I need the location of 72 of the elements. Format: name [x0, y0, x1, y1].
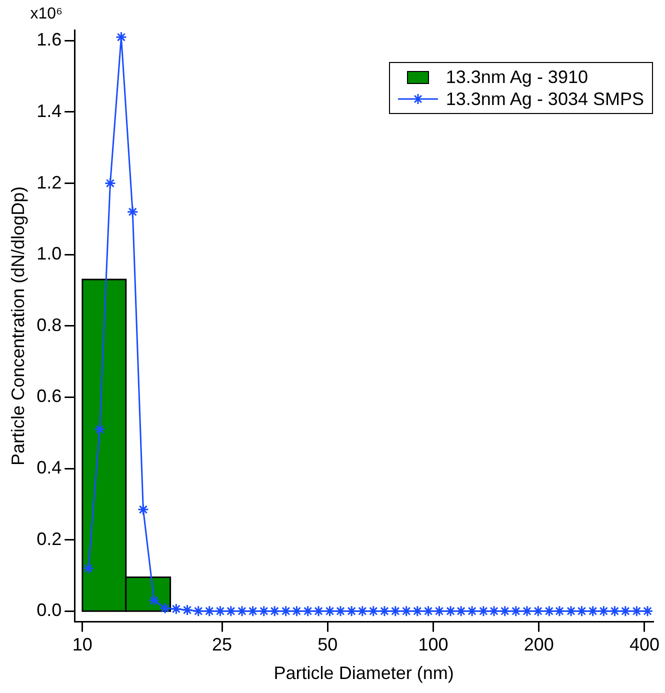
- point: [444, 605, 456, 617]
- legend-label: 13.3nm Ag - 3910: [446, 66, 588, 88]
- x-tick-label: 100: [418, 634, 448, 655]
- y-tick-label: 0.0: [36, 600, 62, 620]
- point: [192, 605, 204, 617]
- x-tick-label: 50: [318, 634, 338, 655]
- point: [204, 605, 216, 617]
- y-tick-label: 0.4: [36, 457, 62, 478]
- point: [630, 605, 642, 617]
- point: [137, 504, 149, 516]
- point: [214, 605, 226, 617]
- point: [94, 424, 106, 436]
- y-tick-label: 1.0: [36, 244, 62, 264]
- point: [182, 604, 194, 616]
- point: [543, 605, 555, 617]
- y-axis-title: Particle Concentration (dN/dlogDp): [8, 186, 28, 466]
- point: [290, 605, 302, 617]
- text: x10⁶: [30, 5, 63, 22]
- point: [608, 605, 620, 617]
- y-tick-label: 1.2: [36, 172, 62, 192]
- x-tick-label: 400: [629, 634, 660, 655]
- point: [400, 605, 412, 617]
- point: [104, 178, 116, 190]
- point: [268, 605, 280, 617]
- point: [565, 605, 577, 617]
- point: [258, 605, 270, 617]
- point: [390, 605, 402, 617]
- point: [126, 206, 138, 218]
- point: [521, 605, 533, 617]
- point: [554, 605, 566, 617]
- point: [466, 605, 478, 617]
- x-tick-label: 10: [72, 634, 92, 655]
- point: [170, 603, 182, 615]
- x-axis-title: Particle Diameter (nm): [274, 663, 454, 684]
- point: [247, 605, 259, 617]
- point: [642, 605, 653, 617]
- point: [532, 605, 544, 617]
- point: [478, 605, 490, 617]
- point: [499, 605, 511, 617]
- point: [510, 605, 522, 617]
- point: [312, 605, 324, 617]
- y-tick-label: 0.6: [36, 386, 62, 406]
- point: [159, 602, 171, 614]
- point: [598, 605, 610, 617]
- point: [455, 605, 467, 617]
- point: [488, 605, 500, 617]
- x-tick-label: 200: [524, 634, 554, 655]
- point: [356, 605, 368, 617]
- point: [587, 605, 599, 617]
- point: [433, 605, 445, 617]
- legend-label: 13.3nm Ag - 3034 SMPS: [446, 88, 644, 110]
- point: [334, 605, 346, 617]
- point: [378, 605, 390, 617]
- y-tick-label: 1.4: [36, 100, 62, 121]
- point: [346, 605, 358, 617]
- point: [324, 605, 336, 617]
- y-tick-label: 1.6: [36, 30, 62, 50]
- point: [302, 605, 314, 617]
- point: [236, 605, 248, 617]
- point: [148, 594, 160, 606]
- point: [412, 605, 424, 617]
- point: [280, 605, 292, 617]
- y-tick-label: 0.8: [36, 314, 62, 335]
- point: [115, 31, 127, 43]
- point: [576, 605, 588, 617]
- y-tick-label: 0.2: [36, 528, 62, 549]
- point: [225, 605, 237, 617]
- point: [422, 605, 434, 617]
- point: [620, 605, 632, 617]
- x-tick-label: 25: [212, 634, 232, 655]
- point: [368, 605, 380, 617]
- point: [82, 562, 94, 574]
